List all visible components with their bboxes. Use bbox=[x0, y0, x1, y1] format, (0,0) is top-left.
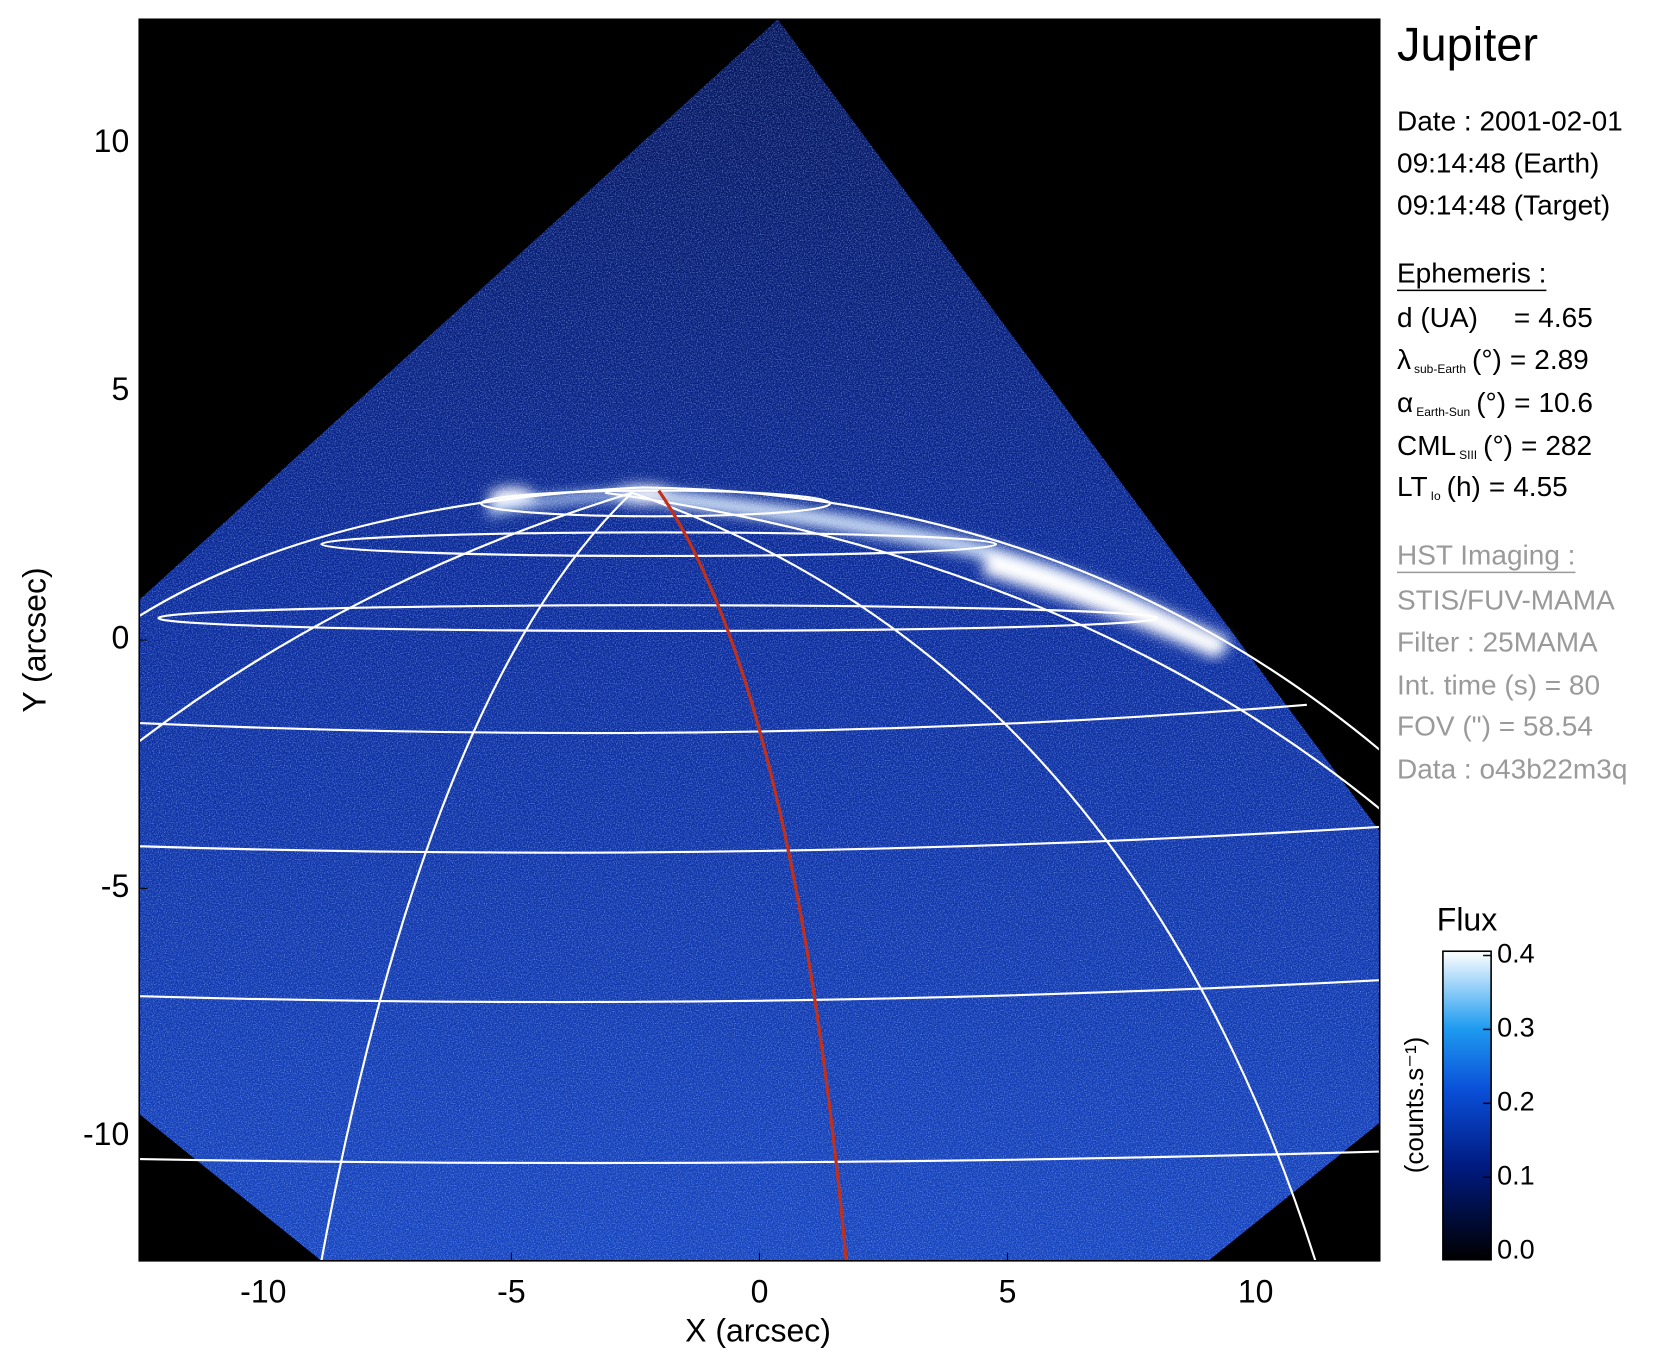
time-earth: 09:14:48 (Earth) bbox=[1397, 147, 1599, 178]
ephemeris-unit: (°) bbox=[1483, 430, 1513, 461]
ephemeris-subscript: Earth-Sun bbox=[1416, 405, 1470, 419]
time-target: 09:14:48 (Target) bbox=[1397, 189, 1610, 220]
colorbar-title: Flux bbox=[1437, 901, 1497, 937]
title: Jupiter bbox=[1397, 17, 1538, 70]
y-tick-label: 10 bbox=[94, 123, 130, 159]
ephemeris-row: LT Io (h) = 4.55 bbox=[1397, 471, 1568, 503]
ephemeris-sign: = bbox=[1489, 471, 1505, 502]
ephemeris-row: CML SIII (°) = 282 bbox=[1397, 430, 1592, 462]
y-tick-label: -10 bbox=[83, 1116, 129, 1152]
x-tick-label: -5 bbox=[497, 1273, 525, 1309]
ephemeris-unit: (°) bbox=[1472, 344, 1502, 375]
y-axis-label: Y (arcsec) bbox=[16, 567, 52, 712]
central-meridian bbox=[657, 489, 848, 1261]
colorbar-tick-label: 0.0 bbox=[1497, 1234, 1535, 1264]
imaging-title: HST Imaging : bbox=[1397, 539, 1575, 570]
ephemeris-row: d (UA) = 4.65 bbox=[1397, 302, 1593, 333]
imaging-row: Int. time (s) = 80 bbox=[1397, 669, 1600, 700]
ephemeris-sign: = bbox=[1510, 344, 1526, 375]
ephemeris-value: 4.55 bbox=[1513, 471, 1568, 502]
ephemeris-name: LT bbox=[1397, 471, 1428, 502]
colorbar-tick-label: 0.1 bbox=[1497, 1160, 1535, 1190]
ephemeris-unit: (°) bbox=[1476, 387, 1506, 418]
ephemeris-sign: = bbox=[1514, 387, 1530, 418]
ephemeris-subscript: sub-Earth bbox=[1414, 362, 1466, 376]
image-panel bbox=[138, 18, 1492, 1262]
date: Date : 2001-02-01 bbox=[1397, 105, 1623, 136]
ephemeris-sign: = bbox=[1521, 430, 1537, 461]
ephemeris-unit: (h) bbox=[1447, 471, 1481, 502]
imaging-row: STIS/FUV-MAMA bbox=[1397, 584, 1615, 615]
ephemeris-name: λ bbox=[1397, 344, 1411, 375]
ephemeris-subscript: SIII bbox=[1459, 448, 1477, 462]
colorbar-tick-label: 0.3 bbox=[1497, 1013, 1535, 1043]
colorbar-label: (counts.s⁻¹) bbox=[1399, 1037, 1429, 1174]
y-tick-label: 5 bbox=[111, 371, 129, 407]
ephemeris-name: d (UA) bbox=[1397, 302, 1478, 333]
x-tick-label: 0 bbox=[751, 1273, 769, 1309]
ephemeris-name: α bbox=[1397, 387, 1413, 418]
ephemeris-sign: = bbox=[1514, 302, 1530, 333]
planet-grid bbox=[139, 486, 1380, 1261]
ephemeris-value: 282 bbox=[1545, 430, 1592, 461]
imaging-row: FOV (") = 58.54 bbox=[1397, 710, 1593, 741]
colorbar bbox=[1442, 950, 1492, 1261]
y-tick-label: 0 bbox=[111, 619, 129, 655]
imaging-row: Filter : 25MAMA bbox=[1397, 626, 1598, 657]
ephemeris-row: λ sub-Earth (°) = 2.89 bbox=[1397, 344, 1589, 376]
ephemeris-name: CML bbox=[1397, 430, 1456, 461]
imaging-row: Data : o43b22m3q bbox=[1397, 753, 1627, 784]
x-tick-label: -10 bbox=[240, 1273, 286, 1309]
ephemeris-value: 10.6 bbox=[1538, 387, 1593, 418]
y-tick-label: -5 bbox=[101, 868, 129, 904]
colorbar-tick-label: 0.4 bbox=[1497, 939, 1535, 969]
ephemeris-subscript: Io bbox=[1431, 489, 1441, 503]
ephemeris-value: 2.89 bbox=[1534, 344, 1589, 375]
x-tick-label: 5 bbox=[999, 1273, 1017, 1309]
ephemeris-value: 4.65 bbox=[1538, 302, 1593, 333]
ephemeris-title: Ephemeris : bbox=[1397, 257, 1546, 288]
ephemeris-row: α Earth-Sun (°) = 10.6 bbox=[1397, 387, 1593, 419]
x-tick-label: 10 bbox=[1238, 1273, 1274, 1309]
colorbar-tick-label: 0.2 bbox=[1497, 1086, 1535, 1116]
noise-texture bbox=[139, 19, 1380, 1261]
x-axis-label: X (arcsec) bbox=[685, 1312, 831, 1348]
